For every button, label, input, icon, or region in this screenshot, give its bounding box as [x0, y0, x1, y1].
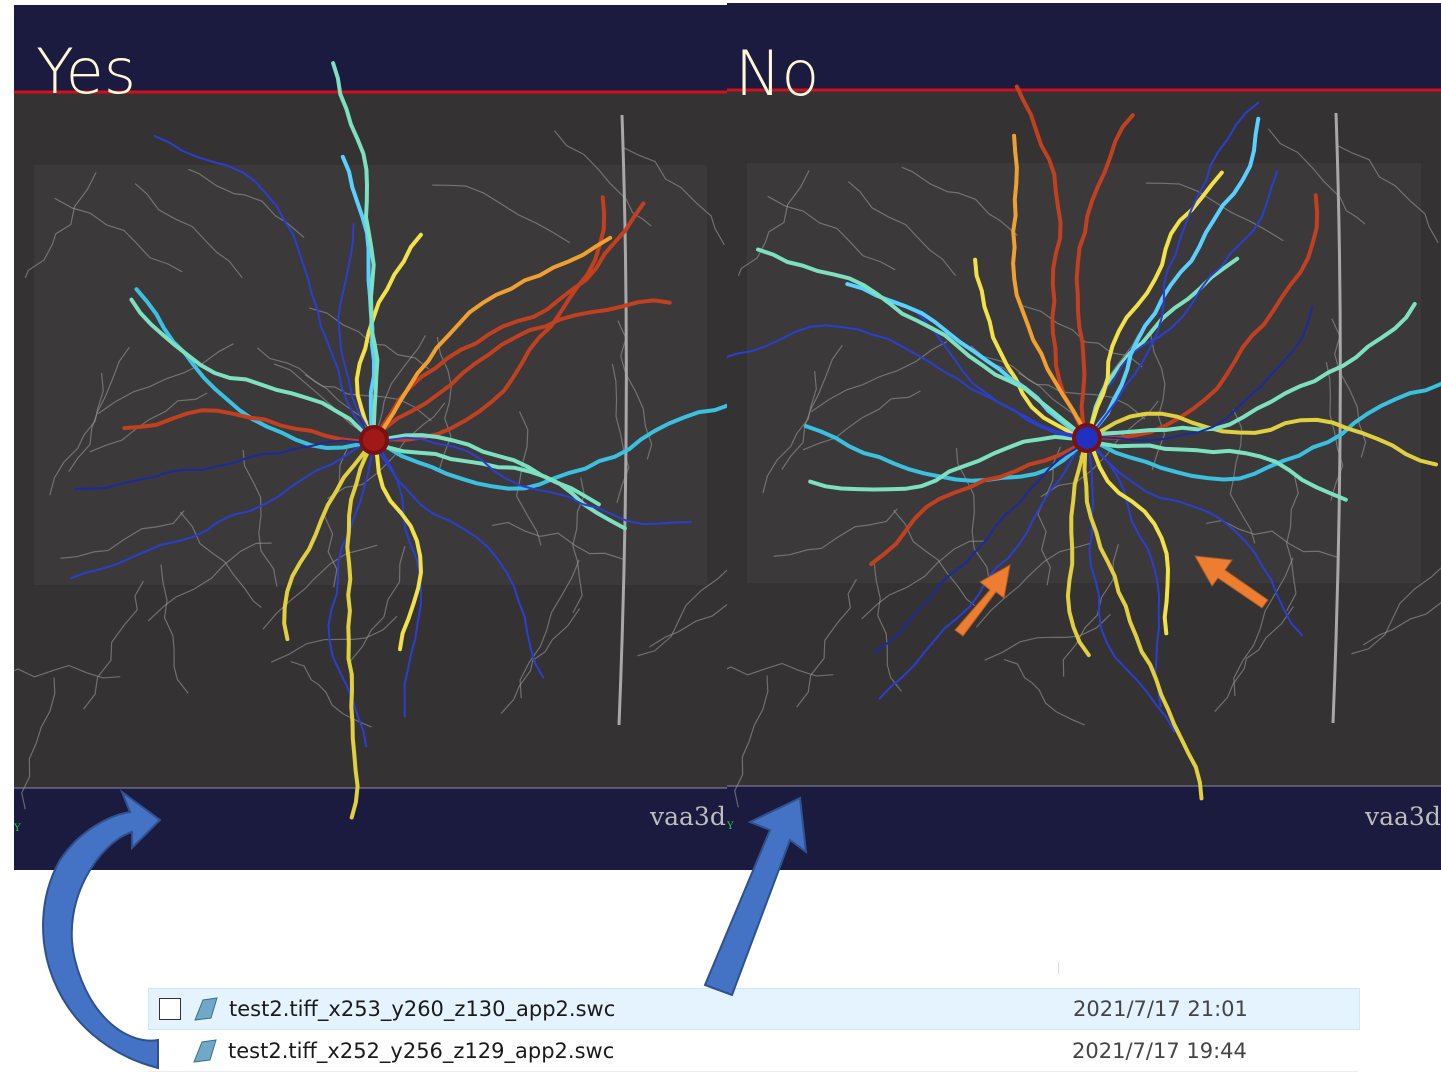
curved-arrow — [43, 792, 160, 1068]
annotation-overlay — [0, 0, 1441, 1078]
straight-arrow — [705, 798, 806, 995]
page: {"panels": [ {"label": "Yes", "watermark… — [0, 0, 1441, 1078]
orange-arrow — [1195, 556, 1268, 608]
orange-arrow — [955, 565, 1010, 636]
